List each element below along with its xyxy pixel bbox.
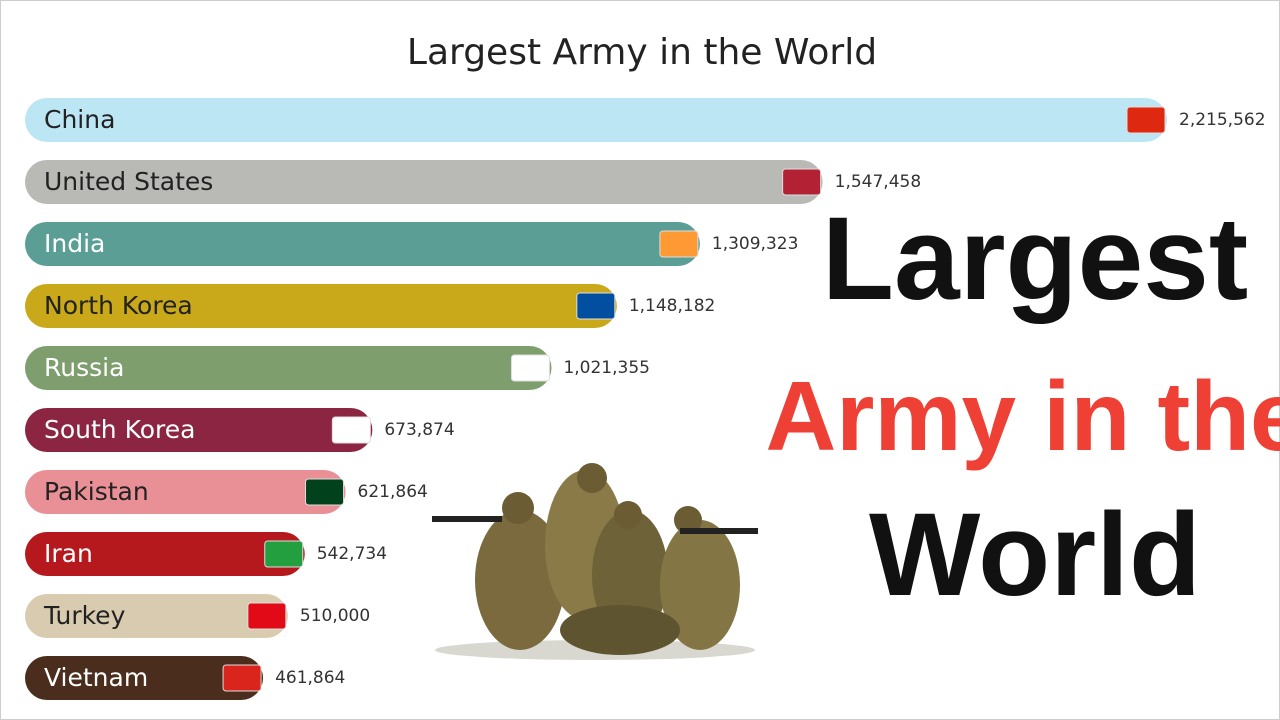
bar (25, 222, 700, 266)
category-label: United States (44, 167, 213, 196)
flag (659, 230, 699, 258)
category-label: India (44, 229, 105, 258)
bar (25, 656, 264, 700)
bar (25, 160, 823, 204)
bar (25, 346, 552, 390)
value-label: 1,148,182 (629, 296, 716, 316)
bar (25, 594, 288, 638)
value-label: 461,864 (275, 668, 345, 688)
flag (1126, 106, 1166, 134)
headline-text: Army in the (765, 361, 1280, 471)
flag (305, 478, 345, 506)
bar (25, 408, 373, 452)
bar (25, 532, 305, 576)
soldiers-illustration (432, 463, 758, 660)
category-label: Vietnam (44, 663, 148, 692)
bar (25, 284, 617, 328)
flag (264, 540, 304, 568)
flag (222, 664, 262, 692)
category-label: Iran (44, 539, 93, 568)
headline-text: World (869, 489, 1201, 621)
flag (576, 292, 616, 320)
value-label: 1,309,323 (712, 234, 799, 254)
bar (25, 98, 1167, 142)
flag (331, 416, 371, 444)
category-label: North Korea (44, 291, 193, 320)
value-label: 1,547,458 (835, 172, 922, 192)
chart-title: Largest Army in the World (407, 32, 877, 73)
category-label: South Korea (44, 415, 195, 444)
category-label: Russia (44, 353, 124, 382)
category-label: China (44, 105, 115, 134)
flag (510, 354, 550, 382)
value-label: 510,000 (300, 606, 370, 626)
value-label: 1,021,355 (563, 358, 650, 378)
value-label: 542,734 (317, 544, 387, 564)
category-label: Turkey (43, 601, 126, 630)
value-label: 673,874 (384, 420, 454, 440)
value-label: 2,215,562 (1179, 110, 1266, 130)
category-label: Pakistan (44, 477, 149, 506)
flag (782, 168, 822, 196)
headline-text: Largest (822, 193, 1248, 325)
bar (25, 470, 346, 514)
flag (247, 602, 287, 630)
value-label: 621,864 (358, 482, 428, 502)
